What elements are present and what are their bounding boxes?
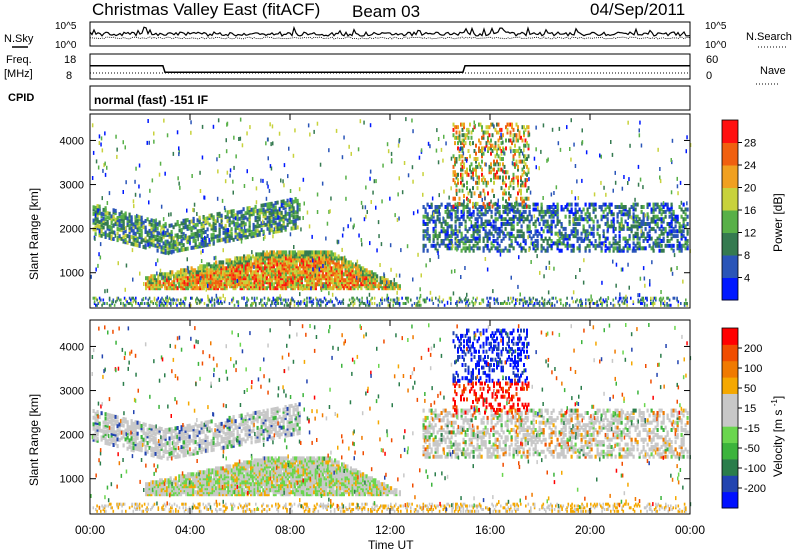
beam-label: Beam 03 — [352, 2, 420, 21]
colorbar-tick-label: -100 — [744, 463, 766, 475]
colorbar-tick-label: 200 — [744, 343, 762, 355]
colorbar-tick-label: 4 — [744, 273, 750, 285]
noise-tick-left-bottom: 10^0 — [55, 40, 77, 51]
colorbar-swatch — [722, 458, 738, 476]
y-tick-label: 1000 — [60, 474, 84, 486]
cpid-label: CPID — [8, 92, 34, 104]
colorbar-swatch — [722, 344, 738, 362]
noise-panel-frame — [89, 21, 691, 47]
noise-tick-left-top: 10^5 — [55, 21, 77, 32]
velocity-ylabel: Slant Range [km] — [27, 394, 41, 486]
power-colorbar-label: Power [dB] — [771, 193, 785, 252]
x-tick-label: 00:00 — [75, 523, 105, 537]
colorbar-swatch — [722, 360, 738, 378]
time-axis: 00:00 04:00 08:00 12:00 16:00 20:00 00:00 — [75, 114, 705, 537]
colorbar-swatch — [722, 426, 738, 444]
y-tick-label: 3000 — [60, 386, 84, 398]
x-tick-label: 00:00 — [675, 523, 705, 537]
nsearch-trace — [89, 36, 691, 40]
power-axis: 4000 3000 2000 1000 — [60, 135, 690, 280]
colorbar-tick-label: -15 — [744, 423, 760, 435]
colorbar-tick-label: 12 — [744, 228, 756, 240]
x-tick-label: 20:00 — [575, 523, 605, 537]
colorbar-tick-label: -200 — [744, 483, 766, 495]
colorbar-tick-label: 15 — [744, 403, 756, 415]
nsky-trace — [89, 25, 691, 37]
colorbar-swatch — [722, 232, 738, 256]
freq-tick-top: 18 — [64, 54, 76, 66]
colorbar-tick-label: 24 — [744, 160, 756, 172]
noise-traces — [89, 25, 691, 40]
y-tick-label: 3000 — [60, 180, 84, 192]
velocity-colorbar-label: Velocity [m s -1] — [770, 396, 785, 477]
velocity-axis: 4000 3000 2000 1000 — [60, 341, 690, 486]
colorbar-tick-label: -50 — [744, 443, 760, 455]
x-axis-label: Time UT — [368, 538, 414, 552]
colorbar-swatch — [722, 393, 738, 411]
nave-tick-top: 60 — [706, 54, 718, 66]
date-label: 04/Sep/2011 — [590, 0, 685, 19]
noise-tick-right-top: 10^5 — [705, 21, 727, 32]
colorbar-swatch — [722, 255, 738, 278]
colorbar-swatch — [722, 210, 738, 233]
colorbar-swatch — [722, 475, 738, 493]
colorbar-tick-label: 50 — [744, 383, 756, 395]
power-ylabel: Slant Range [km] — [27, 188, 41, 280]
colorbar-swatch — [722, 409, 738, 427]
nsky-label: N.Sky — [4, 33, 34, 45]
freq-tick-bottom: 8 — [66, 70, 72, 82]
plot-title: Christmas Valley East (fitACF) — [92, 0, 320, 19]
freq-unit-label: [MHz] — [4, 68, 33, 80]
colorbar-tick-label: 100 — [744, 363, 762, 375]
x-tick-label: 04:00 — [175, 523, 205, 537]
colorbar-tick-label: 16 — [744, 205, 756, 217]
colorbar-swatch — [722, 120, 738, 143]
x-tick-label: 12:00 — [375, 523, 405, 537]
colorbar-swatch — [722, 277, 738, 301]
colorbar-swatch — [722, 377, 738, 394]
y-tick-label: 4000 — [60, 135, 84, 147]
y-tick-label: 2000 — [60, 224, 84, 236]
cpid-text: normal (fast) -151 IF — [94, 93, 208, 107]
velocity-colorbar: 200 100 50 15 -15 -50 -100 -200 — [721, 327, 766, 509]
y-tick-label: 2000 — [60, 430, 84, 442]
velocity-heatmap — [90, 323, 692, 513]
colorbar-swatch — [722, 187, 738, 211]
y-tick-label: 4000 — [60, 341, 84, 353]
colorbar-tick-label: 20 — [744, 183, 756, 195]
cpid-panel-frame — [89, 85, 691, 111]
colorbar-swatch — [722, 142, 738, 166]
colorbar-swatch — [722, 442, 738, 460]
nave-tick-bottom: 0 — [706, 70, 712, 82]
power-heatmap — [90, 117, 692, 307]
colorbar-tick-label: 8 — [744, 250, 750, 262]
colorbar-swatch — [722, 165, 738, 188]
nave-label: Nave — [760, 65, 786, 77]
freq-line — [90, 65, 690, 74]
power-colorbar: 28 24 20 16 12 8 4 — [721, 119, 756, 301]
y-tick-label: 1000 — [60, 268, 84, 280]
freq-trace — [90, 65, 690, 74]
x-tick-label: 08:00 — [275, 523, 305, 537]
freq-label: Freq. — [6, 54, 32, 66]
x-tick-label: 16:00 — [475, 523, 505, 537]
colorbar-tick-label: 28 — [744, 138, 756, 150]
noise-tick-right-bottom: 10^0 — [705, 40, 727, 51]
colorbar-swatch — [722, 491, 738, 509]
colorbar-swatch — [722, 328, 738, 345]
nsearch-label: N.Search — [746, 31, 792, 43]
